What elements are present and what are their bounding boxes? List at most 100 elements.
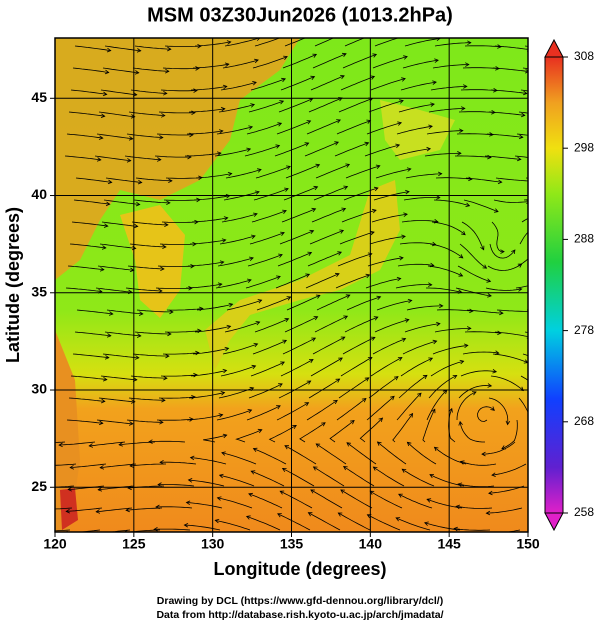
streamline-arrow [277, 122, 283, 127]
streamline [75, 177, 112, 183]
streamline [402, 340, 437, 355]
streamline [128, 111, 165, 116]
streamline [286, 294, 321, 311]
streamline [493, 199, 528, 203]
streamline [435, 177, 472, 180]
streamline-arrow [467, 40, 472, 46]
streamline [310, 357, 343, 377]
streamline-arrow [135, 201, 141, 207]
streamline [518, 111, 528, 114]
streamline-arrow [528, 179, 532, 183]
streamline-arrow [485, 510, 491, 516]
streamline [501, 419, 518, 450]
streamline-arrow [124, 529, 128, 532]
streamline-arrow [404, 318, 410, 323]
streamline [485, 287, 522, 291]
streamline-arrow [373, 186, 379, 192]
streamline [426, 130, 463, 135]
streamline-arrow [492, 368, 498, 374]
streamline-arrow [461, 230, 466, 236]
streamline [489, 243, 516, 259]
streamline [250, 361, 285, 377]
streamline-arrow [437, 171, 443, 177]
streamline [406, 305, 443, 311]
streamline [247, 254, 283, 267]
streamline-arrow [95, 509, 101, 514]
streamline [486, 133, 523, 138]
streamline-arrow [29, 441, 33, 445]
streamline [100, 463, 137, 469]
streamline-arrow [310, 75, 316, 80]
streamline [222, 343, 258, 355]
streamline [99, 243, 136, 249]
streamline [158, 484, 195, 487]
streamline [458, 385, 492, 399]
streamline [488, 485, 525, 494]
streamline [96, 419, 133, 425]
streamline [334, 142, 369, 157]
streamline-arrow [248, 492, 253, 498]
streamline-arrow [453, 526, 458, 532]
streamline [316, 294, 350, 311]
colorbar [544, 56, 564, 514]
streamline [253, 448, 287, 465]
streamline [426, 498, 463, 509]
streamline [366, 396, 395, 421]
streamline [460, 370, 497, 377]
streamline [136, 309, 173, 313]
streamline [487, 263, 522, 271]
streamline [104, 331, 141, 337]
streamline [496, 309, 528, 312]
streamline [186, 502, 223, 509]
streamline-arrow [341, 207, 347, 212]
streamline-arrow [457, 151, 462, 156]
streamline-arrow [218, 413, 224, 418]
streamline [428, 375, 457, 399]
streamline [280, 76, 315, 91]
streamline [284, 445, 317, 465]
streamline [401, 220, 438, 223]
streamline [249, 232, 285, 245]
streamline [235, 429, 262, 443]
streamline-arrow [434, 58, 439, 63]
streamline [519, 231, 528, 245]
streamline-arrow [370, 230, 375, 236]
streamline-arrow [155, 504, 160, 510]
streamline-arrow [458, 420, 463, 426]
streamline-arrow [428, 282, 433, 287]
streamline [129, 243, 166, 248]
colorbar-upper-arrow [544, 38, 564, 58]
streamline-arrow [98, 420, 104, 426]
streamline [70, 463, 107, 468]
streamline-arrow [106, 333, 112, 338]
streamline-arrow [278, 383, 283, 388]
streamline [248, 383, 283, 399]
streamline-arrow [148, 439, 153, 444]
streamline [226, 299, 262, 311]
streamline [131, 221, 168, 226]
streamline [246, 122, 282, 135]
streamline-arrow [157, 157, 162, 162]
streamline-arrow [497, 330, 502, 336]
streamline [434, 42, 471, 47]
streamline-arrow [439, 303, 444, 309]
streamline-arrow [216, 496, 222, 501]
streamline [395, 284, 432, 289]
streamline [460, 461, 497, 466]
streamline-arrow [220, 106, 226, 112]
streamline-arrow [309, 229, 315, 235]
streamline [424, 152, 461, 157]
streamline [102, 353, 139, 359]
streamline-arrow [248, 125, 254, 130]
streamline-arrow [284, 445, 289, 450]
streamline-arrow [401, 337, 407, 342]
streamline-arrow [459, 359, 465, 365]
streamline-arrow [335, 378, 341, 383]
streamline [224, 38, 261, 47]
streamline-arrow [254, 58, 259, 64]
streamline-arrow [159, 420, 164, 425]
streamline [282, 468, 315, 487]
streamline-arrow [399, 99, 404, 104]
